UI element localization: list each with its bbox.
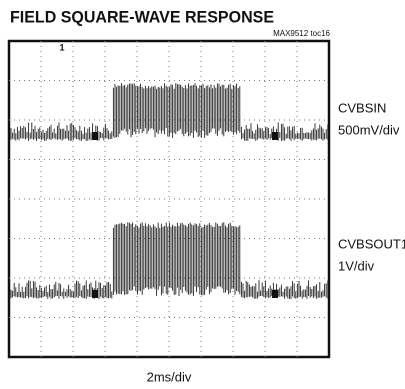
sync-pulse	[92, 290, 98, 298]
sync-pulse	[92, 132, 98, 140]
timebase: 2ms/div	[147, 369, 192, 384]
sync-pulse	[272, 132, 278, 140]
channel-name: CVBSIN	[338, 100, 386, 115]
scope-figure: FIELD SQUARE-WAVE RESPONSE MAX9512 toc16…	[0, 0, 405, 389]
page: FIELD SQUARE-WAVE RESPONSE MAX9512 toc16…	[0, 0, 405, 389]
channel-marker: 1	[59, 42, 64, 52]
channel-scale: 500mV/div	[338, 122, 400, 137]
channel-scale: 1V/div	[338, 258, 375, 273]
title: FIELD SQUARE-WAVE RESPONSE	[10, 7, 274, 26]
sync-pulse	[272, 290, 278, 298]
channel-name: CVBSOUT1	[338, 236, 405, 251]
figure-tag: MAX9512 toc16	[273, 29, 330, 38]
